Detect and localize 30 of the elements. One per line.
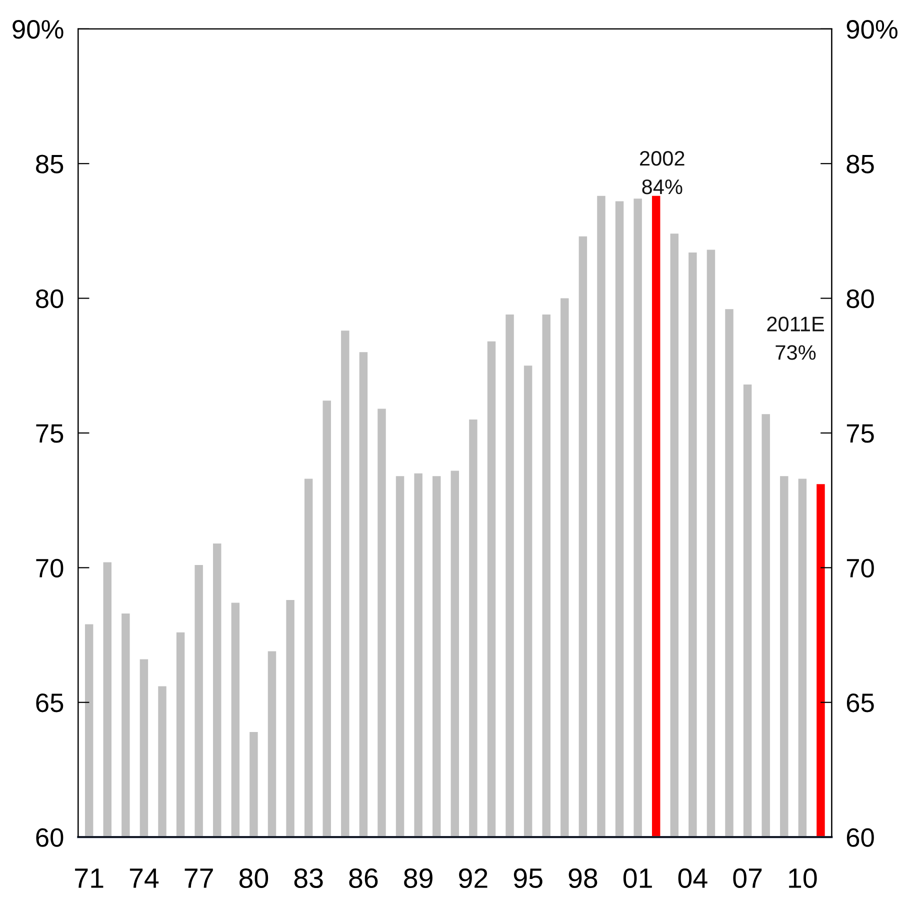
y-tick-label: 90%: [12, 20, 64, 39]
y-tick-label: 75: [36, 424, 64, 443]
x-tick-label: 89: [404, 868, 432, 888]
y2-tick-label: 80: [846, 289, 874, 308]
y-tick-label: 70: [36, 558, 64, 578]
annotation: 2002 84%: [640, 150, 684, 194]
x-tick-label: 04: [678, 868, 708, 888]
y-tick-label: 60: [36, 828, 64, 847]
y2-tick-label: 85: [846, 154, 874, 174]
annotation: 2011E 73%: [767, 316, 824, 360]
y2-tick-label: 60: [846, 828, 874, 847]
x-tick-label: 71: [75, 868, 104, 888]
y-tick-label: 80: [36, 289, 64, 308]
y2-tick-label: 70: [846, 558, 874, 578]
x-tick-label: 92: [459, 868, 488, 888]
x-tick-label: 95: [514, 868, 542, 888]
x-tick-label: 98: [568, 868, 598, 888]
y2-tick-label: 75: [846, 424, 874, 443]
x-tick-label: 83: [294, 868, 323, 888]
y2-tick-label: 65: [846, 694, 874, 712]
x-tick-label: 07: [733, 868, 762, 888]
x-tick-label: 10: [789, 868, 817, 888]
y-tick-label: 85: [36, 154, 64, 174]
x-tick-label: 74: [130, 868, 159, 888]
x-tick-label: 86: [349, 868, 378, 888]
y2-tick-label: 90%: [846, 20, 898, 39]
x-tick-label: 77: [184, 868, 213, 888]
x-tick-label: 01: [623, 868, 652, 888]
y-tick-label: 65: [36, 694, 64, 712]
x-tick-label: 80: [239, 868, 268, 888]
